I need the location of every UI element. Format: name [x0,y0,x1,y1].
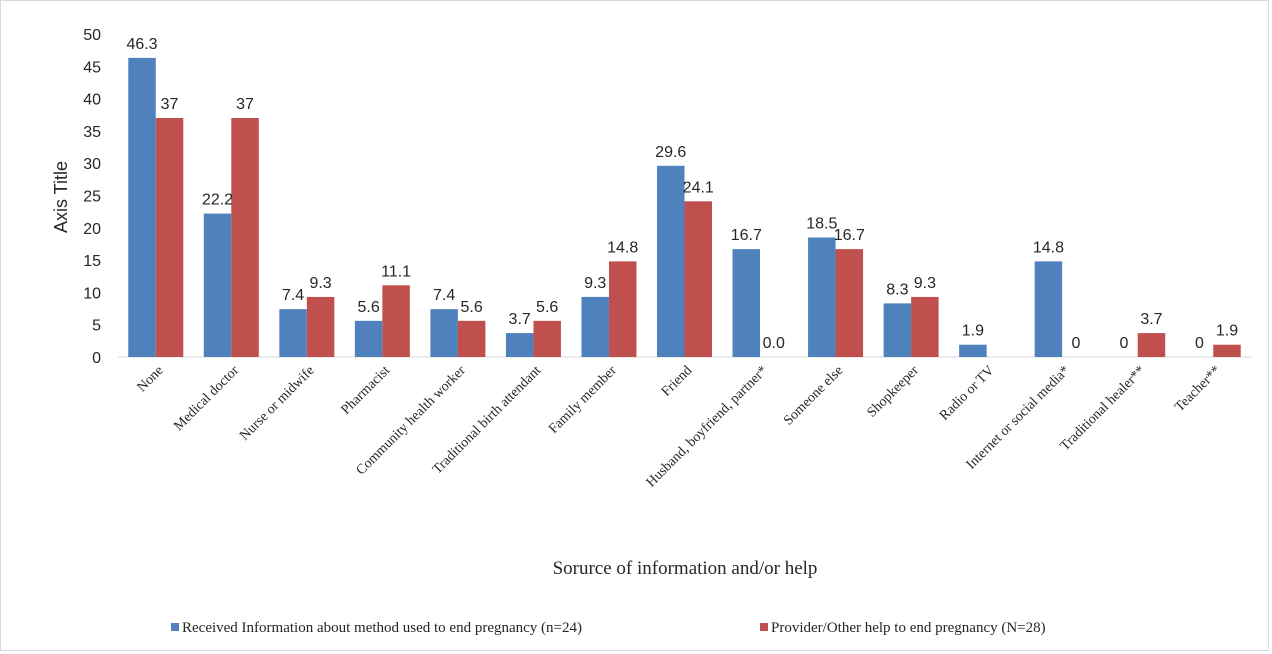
data-label-series-1: 0 [1195,335,1204,352]
x-tick-label: Nurse or midwife [237,363,317,443]
data-label-series-2: 9.3 [309,275,331,292]
data-label-series-1: 7.4 [433,287,455,304]
data-label-series-2: 3.7 [1140,311,1162,328]
data-label-series-1: 46.3 [126,36,157,53]
bar-series-1 [732,249,761,357]
bar-series-2 [155,117,184,357]
legend-label-series-1: Received Information about method used t… [182,620,582,636]
data-label-series-1: 8.3 [886,281,908,298]
bar-series-1 [203,213,232,357]
data-label-series-1: 16.7 [731,227,762,244]
bar-series-1 [808,237,836,357]
bar-series-2 [306,296,335,357]
bar-series-1 [279,309,307,357]
bar-series-2 [835,249,864,357]
data-label-series-2: 16.7 [834,227,865,244]
data-label-series-1: 1.9 [962,323,984,340]
x-tick-label: Medical doctor [171,363,242,434]
x-tick-label: Pharmacist [339,363,394,418]
data-label-series-1: 14.8 [1033,239,1064,256]
data-label-series-1: 22.2 [202,192,233,209]
x-tick-label: Radio or TV [937,363,997,423]
bar-series-1 [505,333,534,357]
y-tick-label: 50 [83,27,101,44]
bar-series-2 [1213,344,1241,357]
bar-series-1 [430,309,458,357]
legend: Received Information about method used t… [171,620,1046,636]
data-label-series-1: 7.4 [282,287,304,304]
bar-series-2 [533,320,561,357]
y-tick-label: 10 [83,285,101,302]
data-label-series-2: 5.6 [536,299,558,316]
x-tick-label: Teacher** [1172,363,1224,415]
x-tick-label: None [135,363,167,395]
data-label-series-2: 0.0 [763,335,785,352]
data-label-series-1: 18.5 [806,215,837,232]
x-tick-label: Friend [659,363,695,399]
data-label-series-1: 0 [1119,335,1128,352]
data-label-series-1: 29.6 [655,144,686,161]
bar-series-1 [1034,261,1063,357]
data-label-series-1: 5.6 [357,299,379,316]
y-tick-label: 35 [83,124,101,141]
y-tick-label: 20 [83,221,101,238]
bar-series-1 [128,57,156,357]
data-label-series-2: 0 [1071,335,1080,352]
data-label-series-2: 24.1 [683,179,714,196]
x-tick-label: Someone else [781,363,846,428]
data-label-series-2: 11.1 [381,263,411,280]
y-tick-label: 45 [83,59,101,76]
bar-series-2 [1137,333,1166,357]
y-tick-label: 5 [92,318,101,335]
bar-series-2 [382,285,410,357]
y-tick-label: 40 [83,92,101,109]
bar-series-2 [231,117,259,357]
bar-series-2 [457,320,486,357]
x-tick-label: Family member [546,363,620,437]
y-tick-label: 25 [83,189,101,206]
x-tick-label: Shopkeeper [865,363,923,421]
legend-label-series-2: Provider/Other help to end pregnancy (N=… [771,620,1046,636]
bar-series-1 [883,303,912,357]
data-label-series-2: 14.8 [607,239,638,256]
bar-series-1 [581,296,609,357]
data-label-series-2: 37 [236,96,254,113]
x-axis-title: Sorurce of information and/or help [553,558,818,579]
data-label-series-1: 3.7 [509,311,531,328]
bar-series-1 [959,344,987,357]
y-tick-label: 0 [92,350,101,367]
bar-series-1 [657,165,685,357]
data-label-series-1: 9.3 [584,275,606,292]
data-label-series-2: 9.3 [914,275,936,292]
x-tick-label: Traditional healer** [1058,363,1149,454]
bar-series-2 [684,201,712,357]
x-tick-label: Husband, boyfriend, partner* [644,363,771,490]
legend-swatch-series-2 [760,623,768,631]
data-label-series-2: 5.6 [461,299,483,316]
legend-swatch-series-1 [171,623,179,631]
y-axis-title: Axis Title [51,161,71,233]
bar-series-2 [608,261,637,357]
bar-series-2 [911,296,939,357]
y-tick-label: 30 [83,156,101,173]
data-label-series-2: 1.9 [1216,323,1238,340]
y-tick-label: 15 [83,253,101,270]
data-label-series-2: 37 [161,96,179,113]
bar-series-1 [354,320,383,357]
